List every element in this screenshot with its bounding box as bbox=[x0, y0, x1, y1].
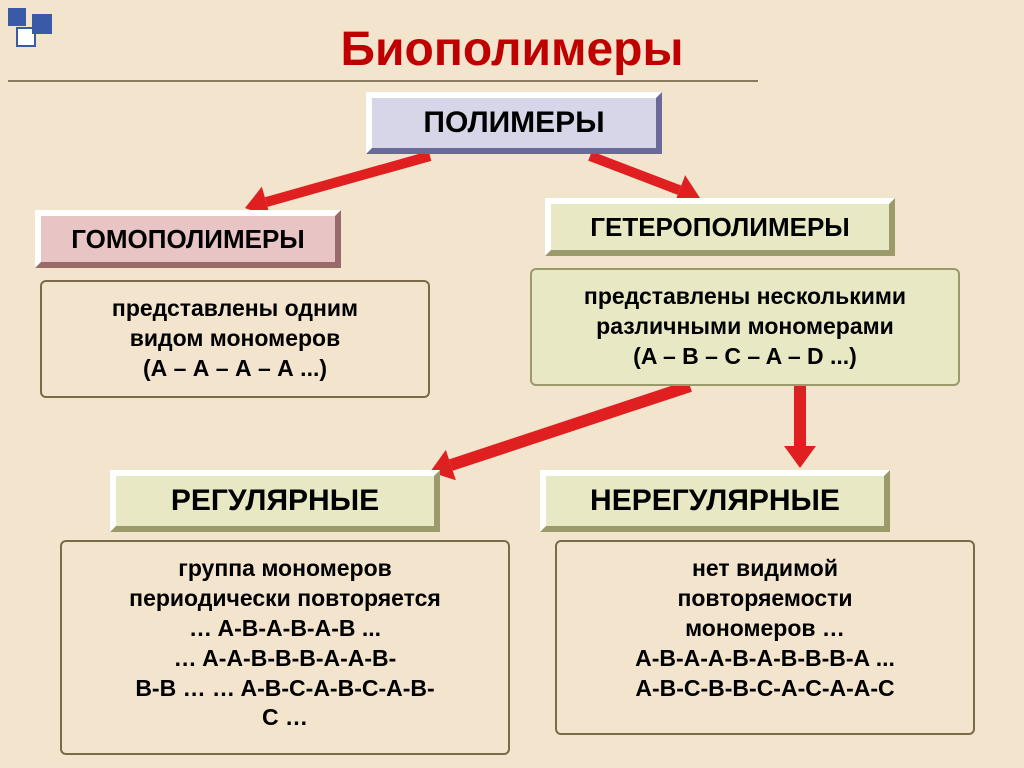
desc-line: C … bbox=[80, 703, 490, 733]
node-regular: РЕГУЛЯРНЫЕ bbox=[110, 470, 440, 532]
desc-heteropolymers: представлены несколькимиразличными моном… bbox=[530, 268, 960, 386]
desc-line: периодически повторяется bbox=[80, 584, 490, 614]
node-heteropolymers-label: ГЕТЕРОПОЛИМЕРЫ bbox=[590, 212, 850, 243]
arrow-root-to-homo bbox=[266, 156, 430, 202]
node-homopolymers-label: ГОМОПОЛИМЕРЫ bbox=[71, 224, 305, 255]
desc-line: представлены несколькими bbox=[550, 282, 940, 312]
node-regular-label: РЕГУЛЯРНЫЕ bbox=[171, 484, 379, 518]
node-homopolymers: ГОМОПОЛИМЕРЫ bbox=[35, 210, 341, 268]
arrow-root-to-hetero bbox=[590, 156, 679, 190]
desc-line: группа мономеров bbox=[80, 554, 490, 584]
desc-homopolymers: представлены однимвидом мономеров(А – А … bbox=[40, 280, 430, 398]
frame-line bbox=[8, 80, 758, 82]
node-polymers: ПОЛИМЕРЫ bbox=[366, 92, 662, 154]
desc-regular: группа мономеровпериодически повторяется… bbox=[60, 540, 510, 755]
desc-line: (A – B – C – A – D ...) bbox=[550, 342, 940, 372]
desc-line: … A-A-B-B-B-A-A-B- bbox=[80, 644, 490, 674]
node-polymers-label: ПОЛИМЕРЫ bbox=[423, 106, 604, 140]
node-heteropolymers: ГЕТЕРОПОЛИМЕРЫ bbox=[545, 198, 895, 256]
desc-line: различными мономерами bbox=[550, 312, 940, 342]
page-title: Биополимеры bbox=[0, 22, 1024, 77]
desc-irregular: нет видимойповторяемостимономеров …A-B-A… bbox=[555, 540, 975, 735]
desc-line: (А – А – А – А ...) bbox=[60, 354, 410, 384]
desc-line: A-B-C-B-B-C-A-C-A-A-C bbox=[575, 674, 955, 704]
arrow-hetero-to-regular bbox=[451, 386, 690, 465]
node-irregular: НЕРЕГУЛЯРНЫЕ bbox=[540, 470, 890, 532]
desc-line: повторяемости bbox=[575, 584, 955, 614]
desc-line: нет видимой bbox=[575, 554, 955, 584]
desc-line: представлены одним bbox=[60, 294, 410, 324]
desc-line: видом мономеров bbox=[60, 324, 410, 354]
desc-line: A-B-A-A-B-A-B-B-B-A ... bbox=[575, 644, 955, 674]
desc-line: B-B … … A-B-C-A-B-C-A-B- bbox=[80, 674, 490, 704]
node-irregular-label: НЕРЕГУЛЯРНЫЕ bbox=[590, 484, 840, 518]
desc-line: мономеров … bbox=[575, 614, 955, 644]
desc-line: … A-B-A-B-A-B ... bbox=[80, 614, 490, 644]
